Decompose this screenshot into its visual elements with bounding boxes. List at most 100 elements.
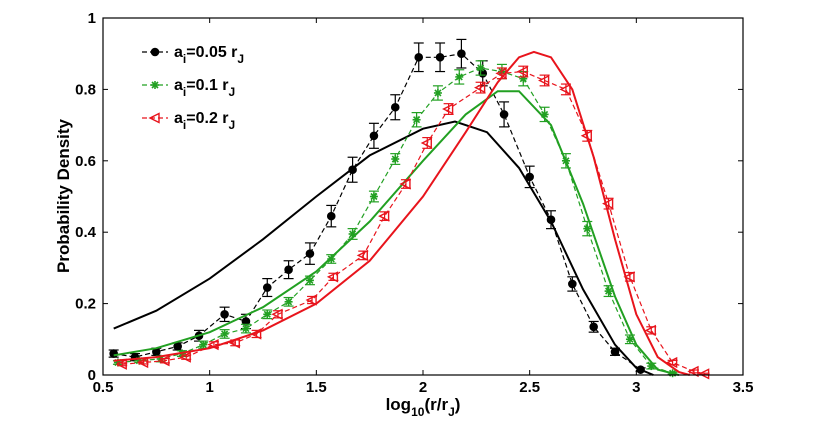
star-stroke xyxy=(306,276,314,284)
star-stroke xyxy=(413,116,421,124)
data-point xyxy=(179,351,191,363)
y-tick-label: 0.6 xyxy=(75,153,96,170)
data-point xyxy=(538,74,550,87)
data-point xyxy=(207,339,219,351)
error-bar xyxy=(582,129,593,142)
data-point xyxy=(356,249,368,262)
data-point xyxy=(284,297,293,306)
legend-label-part: =0.2 r xyxy=(186,110,228,127)
data-point xyxy=(610,347,620,357)
data-point xyxy=(580,130,592,142)
legend-label-part: =0.1 r xyxy=(186,77,228,94)
data-point xyxy=(698,368,710,380)
data-point xyxy=(391,155,400,164)
x-axis-title-log: log xyxy=(386,395,412,414)
data-point xyxy=(199,340,208,349)
star-stroke xyxy=(583,225,591,233)
star-stroke xyxy=(327,255,335,263)
legend-label-part: i xyxy=(183,85,186,99)
data-point xyxy=(433,88,442,97)
data-point xyxy=(241,324,250,333)
legend-label-part: J xyxy=(229,85,236,99)
data-point xyxy=(420,137,432,149)
data-point xyxy=(474,81,486,94)
legend-marker xyxy=(150,47,160,57)
data-point xyxy=(136,356,149,369)
data-point xyxy=(271,308,283,320)
star-stroke xyxy=(242,325,250,333)
data-point xyxy=(412,115,421,124)
star-stroke xyxy=(285,298,293,306)
fit-curve xyxy=(113,120,654,376)
star-stroke xyxy=(370,192,378,201)
error-bar xyxy=(603,197,614,210)
data-point xyxy=(390,102,400,112)
data-point xyxy=(326,271,339,283)
x-tick-label: 2 xyxy=(419,379,427,396)
y-tick-label: 0 xyxy=(88,367,96,384)
legend-marker xyxy=(151,81,159,89)
star-stroke xyxy=(605,287,613,295)
star-stroke xyxy=(151,81,159,89)
data-point xyxy=(348,165,357,175)
data-point xyxy=(220,329,229,338)
legend-label-part: a xyxy=(174,110,183,127)
error-bar xyxy=(443,103,454,115)
legend-label: ai=0.1 rJ xyxy=(174,77,235,99)
star-stroke xyxy=(221,330,229,338)
star-stroke xyxy=(647,362,655,370)
y-axis-title: Probability Density xyxy=(54,118,73,273)
data-point xyxy=(262,283,272,292)
ticks-layer: 0.5 1 1.5 2 2.5 3 3.5 0 0.2 0.4 0.6 0.8 1 xyxy=(75,10,753,396)
data-point xyxy=(305,276,314,285)
legend-label: ai=0.2 rJ xyxy=(174,110,235,132)
fit-curve xyxy=(113,50,690,376)
data-point xyxy=(568,279,577,289)
data-point xyxy=(559,83,571,96)
x-axis-title-base-sub: 10 xyxy=(411,405,425,419)
data-point xyxy=(250,328,262,340)
x-tick-label: 3.5 xyxy=(733,379,754,396)
data-point xyxy=(173,342,182,351)
data-point xyxy=(636,365,645,374)
data-point xyxy=(399,178,411,190)
error-bar xyxy=(560,83,571,96)
data-point xyxy=(687,365,699,378)
y-tick-label: 0.2 xyxy=(75,296,96,313)
data-point xyxy=(414,52,424,62)
fit-curve xyxy=(113,90,680,376)
series-black xyxy=(108,38,654,376)
data-point xyxy=(457,49,466,59)
legend-entry-green: ai=0.1 rJ xyxy=(142,77,235,99)
x-tick-label: 3 xyxy=(632,379,640,396)
data-point xyxy=(625,335,634,344)
data-point xyxy=(115,358,127,370)
x-tick-label: 1.5 xyxy=(306,379,327,396)
error-bar xyxy=(518,65,529,78)
x-tick-label: 0.5 xyxy=(93,379,114,396)
star-stroke xyxy=(455,73,463,81)
data-point xyxy=(369,131,379,141)
data-point xyxy=(495,67,507,79)
star-stroke xyxy=(477,64,485,72)
data-point xyxy=(228,337,240,349)
data-point xyxy=(540,110,549,119)
star-stroke xyxy=(391,155,399,163)
data-point xyxy=(348,229,357,238)
data-point xyxy=(369,192,378,201)
data-point xyxy=(644,324,656,337)
data-point xyxy=(305,294,317,306)
data-point xyxy=(666,356,678,369)
data-point xyxy=(561,156,570,165)
data-point xyxy=(109,349,118,358)
legend-entry-red: ai=0.2 rJ xyxy=(142,110,235,132)
data-point xyxy=(476,63,485,72)
star-stroke xyxy=(349,230,357,238)
data-point xyxy=(442,103,454,115)
error-bar xyxy=(539,74,550,87)
y-tick-label: 1 xyxy=(88,10,96,27)
legend-label-part: i xyxy=(183,118,186,132)
star-stroke xyxy=(199,341,207,349)
